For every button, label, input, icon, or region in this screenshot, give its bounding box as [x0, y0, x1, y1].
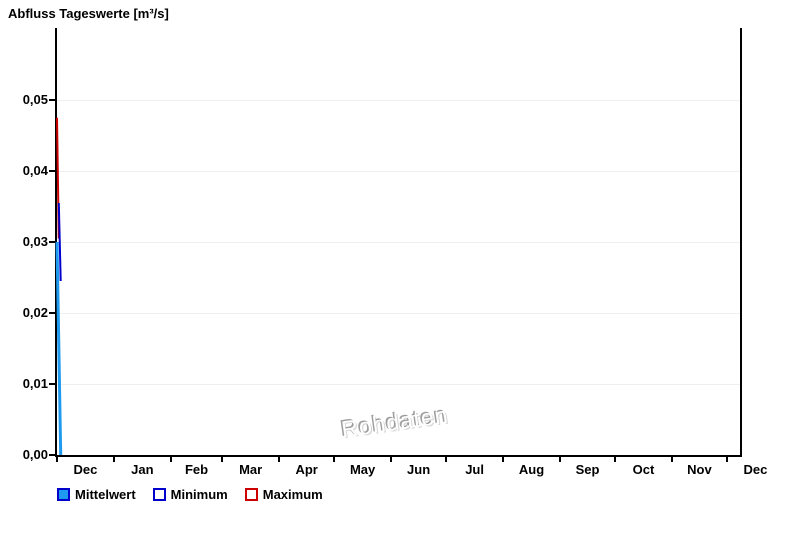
- x-tick: [670, 455, 673, 462]
- legend-item-maximum: Maximum: [244, 487, 323, 502]
- x-month-label: May: [349, 462, 376, 477]
- legend-swatch-mittelwert: [57, 488, 70, 501]
- x-tick: [333, 455, 336, 462]
- x-tick: [390, 455, 393, 462]
- legend-item-minimum: Minimum: [152, 487, 228, 502]
- chart-title: Abfluss Tageswerte [m³/s]: [8, 6, 169, 21]
- y-tick-label: 0,05: [22, 92, 48, 107]
- y-tick-label: 0,01: [22, 376, 48, 391]
- x-tick: [445, 455, 448, 462]
- legend-swatch-maximum: [244, 488, 258, 501]
- series-line-mittelwert: [55, 241, 63, 456]
- gridline: [57, 242, 740, 243]
- x-month-label: Dec: [73, 462, 98, 477]
- gridline: [57, 384, 740, 385]
- gridline: [57, 313, 740, 314]
- x-tick: [502, 455, 505, 462]
- x-month-label: Dec: [743, 462, 768, 477]
- x-tick: [221, 455, 224, 462]
- series-line-maximum: [56, 117, 60, 239]
- y-tick: [49, 99, 57, 101]
- x-tick: [726, 455, 728, 462]
- y-tick: [49, 454, 57, 456]
- x-tick: [56, 455, 58, 462]
- y-tick-label: 0,04: [22, 163, 48, 178]
- legend-swatch-minimum: [152, 488, 166, 501]
- legend-label: Maximum: [262, 487, 323, 502]
- y-tick: [49, 170, 57, 172]
- y-tick: [49, 383, 57, 385]
- x-tick: [278, 455, 281, 462]
- gridline: [57, 100, 740, 101]
- y-tick: [49, 241, 57, 243]
- x-month-label: Jun: [407, 462, 431, 477]
- legend-label: Minimum: [170, 487, 228, 502]
- x-tick: [112, 455, 115, 462]
- x-month-label: Jul: [465, 462, 484, 477]
- x-month-label: Nov: [687, 462, 712, 477]
- y-tick-label: 0,00: [22, 447, 48, 462]
- right-border-line: [740, 28, 742, 457]
- legend-label: Mittelwert: [75, 487, 136, 502]
- y-tick-label: 0,02: [22, 305, 48, 320]
- legend-item-mittelwert: Mittelwert: [57, 487, 136, 502]
- x-month-label: Oct: [632, 462, 655, 477]
- y-axis-line: [55, 28, 57, 457]
- x-month-label: Feb: [184, 462, 209, 477]
- x-tick: [169, 455, 172, 462]
- x-tick: [614, 455, 617, 462]
- gridline: [57, 171, 740, 172]
- legend: Mittelwert Minimum Maximum: [57, 487, 340, 502]
- x-tick: [558, 455, 561, 462]
- watermark: Rohdaten: [339, 401, 450, 443]
- x-axis-line: [55, 455, 742, 457]
- x-month-label: Apr: [295, 462, 318, 477]
- x-month-label: Sep: [575, 462, 600, 477]
- y-tick-label: 0,03: [22, 234, 48, 249]
- x-month-label: Mar: [239, 462, 263, 477]
- x-month-label: Aug: [518, 462, 545, 477]
- x-month-label: Jan: [131, 462, 154, 477]
- y-tick: [49, 312, 57, 314]
